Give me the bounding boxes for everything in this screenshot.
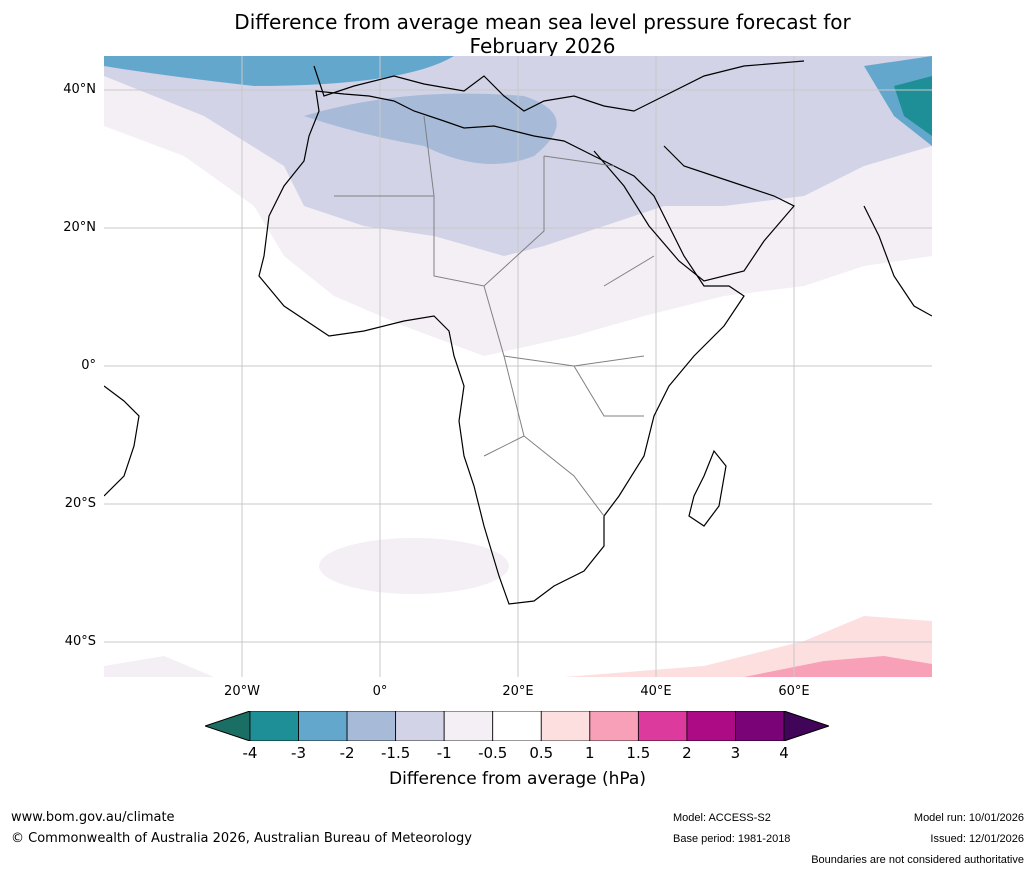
lon-label-60e: 60°E: [778, 684, 810, 699]
map-svg: [104, 56, 932, 677]
colorbar-tick-label: -0.5: [478, 744, 508, 762]
colorbar-tick-label: -1: [436, 744, 452, 762]
lon-label-20w: 20°W: [224, 684, 260, 699]
anomaly-band-minus-1.5: [304, 93, 557, 164]
footer-disclaimer: Boundaries are not considered authoritat…: [811, 854, 1024, 866]
colorbar-cell: [589, 711, 639, 741]
colorbar-tick-label: 1.5: [626, 744, 651, 762]
colorbar: [205, 711, 829, 741]
lat-label-40s: 40°S: [64, 634, 96, 649]
colorbar-tick-label: 4: [779, 744, 789, 762]
footer-base-period: Base period: 1981-2018: [673, 833, 791, 845]
colorbar-min-extension: [205, 711, 251, 741]
chart-title: Difference from average mean sea level p…: [0, 10, 1035, 58]
colorbar-cell: [735, 711, 785, 741]
south-america-coastline: [104, 385, 140, 497]
colorbar-tick-label: -2: [339, 744, 355, 762]
colorbar-cell: [249, 711, 299, 741]
footer-model-run: Model run: 10/01/2026: [913, 812, 1024, 824]
colorbar-cell: [346, 711, 397, 741]
country-borders: [334, 115, 655, 517]
colorbar-tick-label: -3: [291, 744, 307, 762]
india-coastline: [863, 205, 932, 317]
colorbar-tick-label: -1.5: [380, 744, 411, 762]
arabia-coastline: [593, 145, 795, 282]
graticule: [104, 56, 932, 677]
footer-url[interactable]: www.bom.gov.au/climate: [11, 810, 175, 825]
colorbar-cell: [443, 711, 494, 741]
anomaly-band-minus-3-east: [894, 76, 932, 136]
lat-label-40n: 40°N: [63, 82, 96, 97]
lon-label-40e: 40°E: [640, 684, 672, 699]
anomaly-band-plus-1: [744, 656, 932, 677]
colorbar-cell: [492, 711, 542, 741]
lon-label-20e: 20°E: [502, 684, 534, 699]
anomaly-south-africa-minus-0.5: [319, 538, 509, 594]
lat-label-20n: 20°N: [63, 220, 96, 235]
title-line-1: Difference from average mean sea level p…: [234, 10, 851, 34]
europe-coastline: [313, 60, 805, 112]
madagascar-coastline: [688, 449, 727, 527]
colorbar-tick-label: 0.5: [529, 744, 554, 762]
colorbar-cell: [686, 711, 736, 741]
colorbar-tick-label: -4: [242, 744, 258, 762]
colorbar-max-extension: [783, 711, 829, 741]
colorbar-cell: [395, 711, 445, 741]
colorbar-tick-label: 2: [682, 744, 692, 762]
forecast-map: [104, 56, 932, 677]
footer-issued: Issued: 12/01/2026: [930, 833, 1024, 845]
footer-copyright: © Commonwealth of Australia 2026, Austra…: [11, 831, 472, 846]
lat-label-20s: 20°S: [64, 496, 96, 511]
lat-label-0: 0°: [81, 358, 96, 373]
lon-label-0: 0°: [372, 684, 388, 699]
footer-model: Model: ACCESS-S2: [673, 812, 771, 824]
colorbar-cell: [298, 711, 348, 741]
colorbar-tick-label: 3: [730, 744, 741, 762]
title-line-2: February 2026: [469, 34, 616, 58]
anomaly-band-plus-0.5-west: [104, 656, 214, 677]
colorbar-label: Difference from average (hPa): [389, 769, 646, 789]
colorbar-cell: [540, 711, 591, 741]
colorbar-cell: [637, 711, 688, 741]
africa-coastline: [258, 90, 745, 605]
anomaly-band-minus-2: [104, 56, 454, 86]
colorbar-tick-label: 1: [585, 744, 595, 762]
